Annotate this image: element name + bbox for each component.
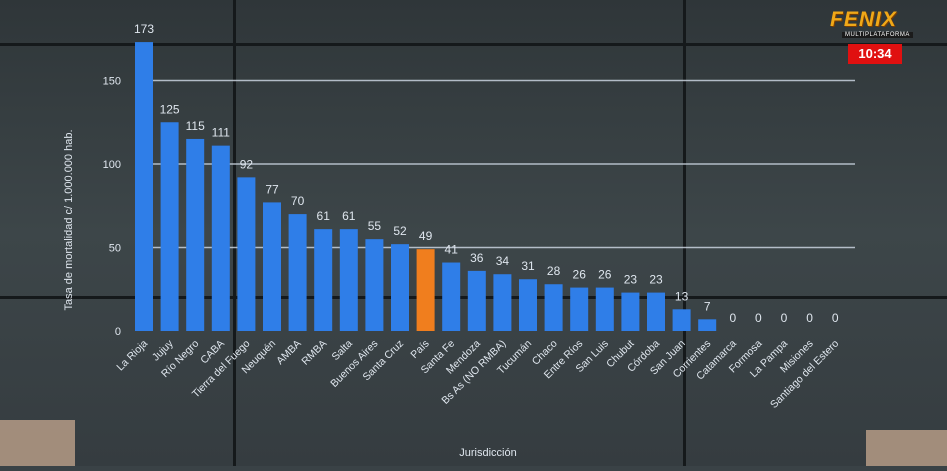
- anchor-desk-left: [0, 420, 75, 466]
- y-tick-label: 50: [109, 243, 121, 255]
- value-label: 0: [781, 311, 788, 325]
- value-label: 70: [291, 194, 305, 208]
- grid-group: [150, 79, 855, 249]
- bar: [211, 145, 230, 331]
- bars-group: [135, 42, 717, 332]
- value-label: 41: [445, 243, 459, 257]
- bar: [365, 239, 384, 331]
- bar: [339, 229, 358, 331]
- value-label: 13: [675, 289, 689, 303]
- y-tick-label: 0: [115, 326, 121, 338]
- anchor-desk-right: [866, 430, 947, 466]
- value-label: 34: [496, 254, 510, 268]
- value-label: 0: [729, 311, 736, 325]
- value-label: 0: [832, 311, 839, 325]
- bar-highlight: [416, 249, 435, 331]
- x-tick-label: AMBA: [274, 338, 304, 368]
- value-label: 0: [806, 311, 813, 325]
- value-label: 77: [265, 182, 279, 196]
- bar: [186, 138, 205, 331]
- value-label: 173: [134, 22, 154, 36]
- value-label: 31: [521, 259, 535, 273]
- channel-logo: FENIX MULTIPLATAFORMA 10:34: [826, 6, 934, 66]
- value-label: 26: [598, 268, 612, 282]
- bar: [544, 284, 563, 331]
- y-axis-label: Tasa de mortalidad c/ 1.000.000 hab.: [63, 129, 75, 310]
- screen-seam: [683, 0, 686, 466]
- value-label: 49: [419, 229, 433, 243]
- bar: [467, 270, 486, 331]
- bar: [314, 229, 333, 331]
- value-label: 125: [160, 102, 180, 116]
- value-label: 55: [368, 219, 382, 233]
- bar: [595, 287, 614, 331]
- bar: [647, 292, 665, 331]
- bar: [160, 122, 179, 331]
- logo-wordmark: FENIX: [830, 8, 897, 31]
- value-label: 92: [240, 157, 254, 171]
- value-label: 0: [755, 311, 762, 325]
- bar: [672, 309, 691, 331]
- broadcast-clock: 10:34: [848, 44, 902, 64]
- bar: [621, 292, 640, 331]
- bar: [263, 202, 281, 331]
- y-ticks-group: 0 50 100 150: [103, 76, 121, 339]
- bar: [493, 274, 512, 331]
- value-label: 26: [573, 268, 587, 282]
- bar: [442, 262, 461, 331]
- bar: [237, 177, 256, 331]
- logo-subtitle: MULTIPLATAFORMA: [842, 32, 913, 38]
- screen-seam: [0, 43, 947, 46]
- value-label: 61: [317, 209, 331, 223]
- value-label: 36: [470, 251, 484, 265]
- value-label: 115: [186, 119, 205, 133]
- x-tick-label: RMBA: [299, 338, 329, 368]
- value-label: 23: [624, 273, 638, 287]
- x-tick-label: La Rioja: [114, 338, 150, 374]
- y-tick-label: 100: [103, 159, 121, 171]
- value-label: 28: [547, 264, 561, 278]
- screen-seam: [233, 0, 236, 466]
- value-label: 52: [393, 224, 407, 238]
- bar: [391, 244, 409, 331]
- value-label: 23: [649, 273, 663, 287]
- bar: [698, 319, 717, 331]
- y-tick-label: 150: [103, 76, 121, 88]
- bar: [288, 214, 307, 331]
- x-axis-label: Jurisdicción: [459, 447, 516, 459]
- bar: [135, 42, 153, 332]
- value-label: 7: [704, 299, 711, 313]
- value-label: 61: [342, 209, 356, 223]
- value-label: 111: [212, 126, 231, 140]
- bar: [570, 287, 589, 331]
- bar: [519, 279, 537, 331]
